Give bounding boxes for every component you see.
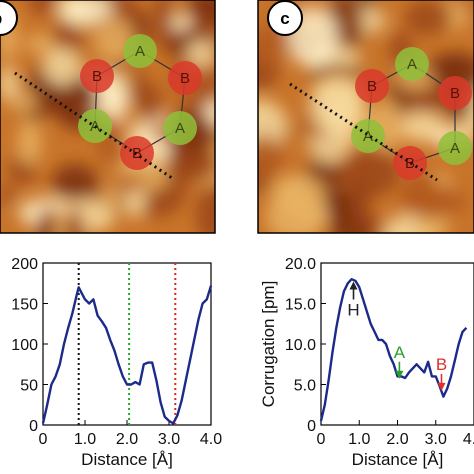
right-site-label: B <box>450 85 460 102</box>
right-site-b-marker <box>393 146 427 180</box>
right-chart-y-tick-label: 20.0 <box>285 256 316 273</box>
right-chart-x-tick-label: 4.0 <box>463 431 474 448</box>
right-site-label: A <box>407 56 417 73</box>
right-site-label: B <box>405 155 415 172</box>
left-site-label: B <box>92 68 102 85</box>
right-site-a-marker <box>395 47 429 81</box>
right-chart-series-line <box>319 278 468 422</box>
left-chart-series-line <box>41 285 213 425</box>
right-site-a-marker <box>351 119 385 153</box>
right-chart-y-tick-label: 0 <box>307 418 316 435</box>
right-site-a-marker <box>438 131 472 165</box>
left-chart-x-tick-label: 2.0 <box>116 431 138 448</box>
left-chart-y-tick-label: 150 <box>11 297 38 314</box>
left-site-label: A <box>175 120 185 137</box>
right-site-label: B <box>367 78 377 95</box>
panel-letter-c: c <box>280 9 289 28</box>
left-site-label: B <box>132 145 142 162</box>
left-site-b-marker <box>168 61 202 95</box>
left-chart-x-tick-label: 0 <box>39 431 48 448</box>
chart-right: 0 1.0 2.0 3.0 4.0 0 5.0 10.0 15.0 20.0 H A B Distance… <box>259 256 474 469</box>
right-chart-annotation-a: A <box>394 343 406 379</box>
line-cut-left <box>14 71 173 180</box>
left-site-a-marker <box>163 111 197 145</box>
left-site-a-marker <box>123 34 157 68</box>
left-chart-x-tick-label: 1.0 <box>74 431 96 448</box>
right-chart-x-tick-label: 0 <box>317 431 326 448</box>
right-site-b-marker <box>355 69 389 103</box>
svg-text:A: A <box>394 343 406 362</box>
right-site-b-marker <box>438 76 472 110</box>
right-chart-y-tick-label: 15.0 <box>285 297 316 314</box>
right-site-label: A <box>450 140 460 157</box>
stm-image-left <box>0 0 215 233</box>
right-chart-x-tick-label: 2.0 <box>386 431 408 448</box>
right-chart-annotation-h: H <box>347 281 360 320</box>
stm-image-left-frame <box>0 0 216 234</box>
left-site-label: A <box>135 43 145 60</box>
panel-label-c: c <box>267 0 303 36</box>
right-chart-y-tick-label: 5.0 <box>294 378 316 395</box>
stm-image-right-frame <box>257 0 474 234</box>
left-chart-x-axis-label: Distance [Å] <box>81 450 173 469</box>
right-chart-annotation-b: B <box>436 355 447 391</box>
left-site-label: B <box>180 70 190 87</box>
hexagon-overlay-right: A B B A A B <box>351 47 472 180</box>
left-chart-y-tick-label: 0 <box>29 418 38 435</box>
right-chart-x-axis-label: Distance [Å] <box>352 450 444 469</box>
svg-text:B: B <box>436 355 447 374</box>
left-site-a-marker <box>78 109 112 143</box>
chart-left: 0 1.0 2.0 3.0 4.0 0 50 100 150 200 Distance [Å] <box>11 256 222 469</box>
left-chart-y-tick-label: 200 <box>11 256 38 273</box>
stm-image-right <box>258 0 474 233</box>
panel-letter-b: b <box>0 9 2 28</box>
right-chart-y-tick-label: 10.0 <box>285 337 316 354</box>
left-chart-x-tick-label: 3.0 <box>158 431 180 448</box>
svg-text:H: H <box>347 301 359 320</box>
right-site-label: A <box>363 128 373 145</box>
right-chart-x-tick-label: 3.0 <box>425 431 447 448</box>
panel-label-b: b <box>0 0 18 36</box>
left-chart-x-tick-label: 4.0 <box>200 431 222 448</box>
left-chart-y-tick-label: 100 <box>11 337 38 354</box>
right-chart-x-tick-label: 1.0 <box>348 431 370 448</box>
left-site-b-marker <box>80 59 114 93</box>
left-chart-plot-frame <box>42 262 212 426</box>
left-chart-y-tick-label: 50 <box>20 378 38 395</box>
right-chart-y-axis-label: Corrugation [pm] <box>259 281 278 408</box>
